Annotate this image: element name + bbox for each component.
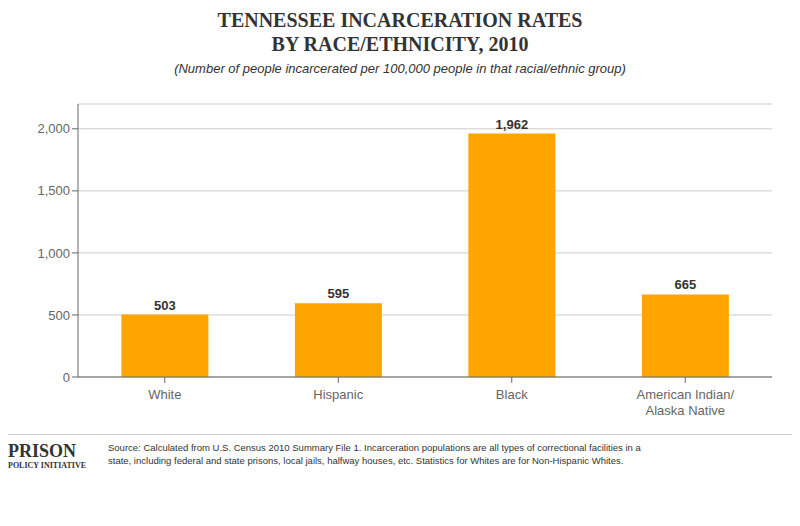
html-text:POLICY INITIATIVE: POLICY INITIATIVE <box>8 461 86 470</box>
html-text:TENNESSEE INCARCERATION RATES: TENNESSEE INCARCERATION RATES <box>217 9 583 31</box>
svg-text:1,500: 1,500 <box>37 183 70 198</box>
html-text:Source: Calculated from U.S. C: Source: Calculated from U.S. Census 2010… <box>108 442 641 466</box>
svg-text:0: 0 <box>63 370 70 385</box>
svg-text:500: 500 <box>48 308 70 323</box>
html-text:(Number of people incarcerated: (Number of people incarcerated per 100,0… <box>174 61 626 76</box>
svg-text:503: 503 <box>154 298 176 313</box>
svg-text:White: White <box>148 387 181 402</box>
svg-text:1,962: 1,962 <box>496 117 529 132</box>
svg-text:665: 665 <box>675 277 697 292</box>
svg-text:2,000: 2,000 <box>37 121 70 136</box>
html-text:BY RACE/ETHNICITY, 2010: BY RACE/ETHNICITY, 2010 <box>271 33 529 55</box>
svg-text:Hispanic: Hispanic <box>313 387 363 402</box>
svg-text:Black: Black <box>496 387 528 402</box>
svg-text:American Indian/Alaska Native: American Indian/Alaska Native <box>636 387 734 418</box>
svg-text:1,000: 1,000 <box>37 246 70 261</box>
svg-text:595: 595 <box>328 286 350 301</box>
html-text:PRISON: PRISON <box>8 441 76 461</box>
